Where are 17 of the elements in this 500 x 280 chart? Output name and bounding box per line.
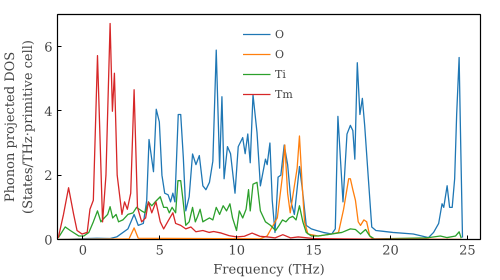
x-tick-label: 0 [78, 244, 88, 258]
x-tick-label: 10 [228, 244, 245, 258]
legend-label: Ti [275, 68, 287, 80]
y-tick-label: 2 [44, 169, 53, 184]
y-tick-label: 6 [44, 40, 53, 56]
y-tick-label: 0 [44, 234, 53, 248]
legend-label: O [275, 48, 286, 60]
y-tick-label: 4 [44, 104, 53, 120]
x-tick-label: 5 [156, 244, 164, 258]
line-series [58, 180, 462, 240]
x-tick-label: 15 [305, 244, 322, 258]
x-tick-label: 25 [459, 244, 476, 258]
x-tick-label: 20 [382, 244, 399, 258]
legend-label: O [275, 28, 286, 40]
legend-label: Tm [275, 88, 294, 100]
x-axis-title: Frequency (THz) [213, 262, 325, 278]
y-axis-title: Phonon projected DOS (States/THz·primitive cell) [3, 40, 36, 214]
